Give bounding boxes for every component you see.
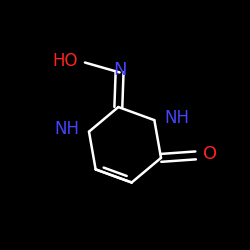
Text: O: O	[203, 145, 217, 163]
Text: NH: NH	[54, 120, 79, 138]
Text: HO: HO	[52, 52, 78, 70]
Text: N: N	[113, 61, 126, 79]
Text: NH: NH	[164, 109, 189, 127]
